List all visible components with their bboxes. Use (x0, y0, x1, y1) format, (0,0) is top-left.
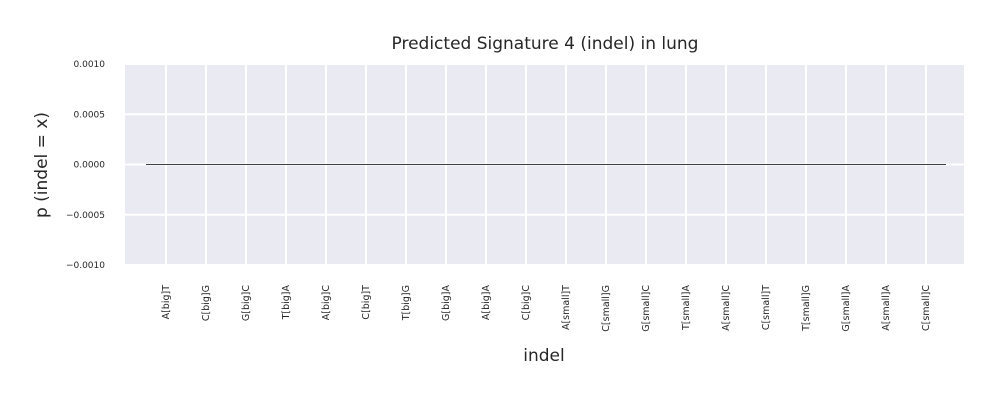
x-tick-label: T[big]G (401, 285, 412, 321)
x-tick-label: C[big]T (361, 285, 372, 320)
y-axis-label: p (indel = x) (32, 112, 52, 218)
x-tick-label: A[small]C (721, 285, 732, 331)
x-tick-label: A[big]T (161, 285, 172, 320)
x-tick-label: T[small]G (801, 285, 812, 332)
y-tick-label: −0.0010 (66, 261, 105, 271)
y-tick-labels: 0.0010 0.0005 0.0000 −0.0005 −0.0010 (66, 60, 105, 271)
x-tick-labels: A[big]T C[big]G G[big]C T[big]A A[big]C C[big… (161, 285, 932, 332)
x-tick-label: T[small]A (681, 285, 692, 332)
x-axis-label: indel (523, 346, 564, 366)
x-tick-label: G[small]A (841, 285, 852, 332)
y-tick-label: 0.0010 (74, 60, 106, 70)
x-tick-label: C[big]G (201, 285, 212, 321)
x-tick-label: G[small]C (641, 285, 652, 332)
y-tick-label: 0.0000 (74, 161, 106, 171)
x-tick-label: A[small]T (561, 285, 572, 330)
x-tick-label: A[big]A (481, 285, 492, 321)
x-tick-label: A[small]A (881, 285, 892, 331)
x-tick-label: T[big]A (281, 285, 292, 321)
x-tick-label: C[big]C (521, 285, 532, 321)
x-tick-label: G[big]C (241, 285, 252, 321)
x-tick-label: C[small]T (761, 285, 772, 330)
x-tick-label: C[small]G (601, 285, 612, 332)
chart-title: Predicted Signature 4 (indel) in lung (392, 34, 699, 54)
y-tick-label: 0.0005 (74, 110, 106, 120)
x-tick-label: C[small]C (921, 285, 932, 331)
y-tick-label: −0.0005 (66, 211, 105, 221)
x-tick-label: G[big]A (441, 285, 452, 321)
x-tick-label: A[big]C (321, 285, 332, 321)
